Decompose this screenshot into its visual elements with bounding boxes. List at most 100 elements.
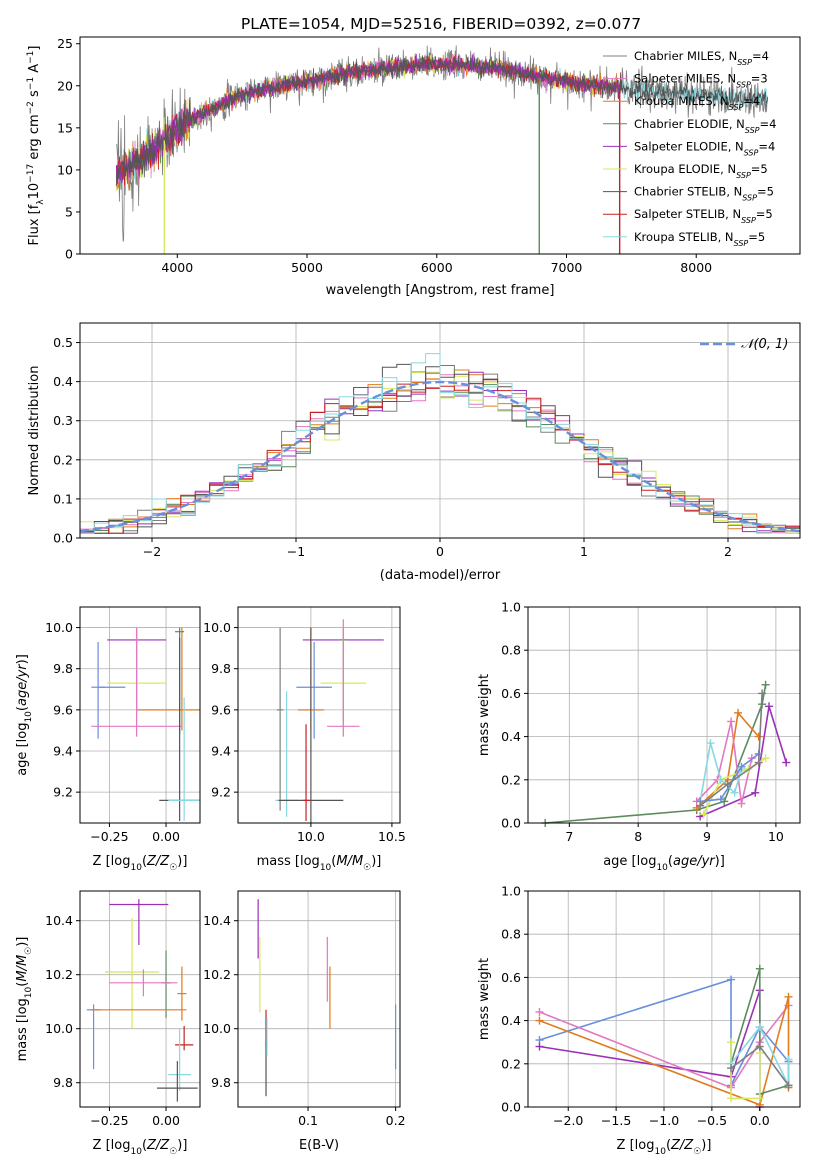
- y-tick-label: 9.8: [211, 1075, 231, 1090]
- x-tick-label: 5000: [291, 260, 323, 275]
- x-tick-label: 10: [768, 829, 784, 844]
- mass-weight-line: [699, 693, 763, 807]
- mass-weight-line: [539, 990, 761, 1107]
- plot-frame: [527, 606, 801, 824]
- frame-age-vs-mass: 10.0 10.5 9.2 9.4 9.6 9.8 10.0: [203, 606, 406, 844]
- x-tick-label: 4000: [161, 260, 193, 275]
- y-tick-label: 9.2: [53, 785, 73, 800]
- y-tick-label: 5: [65, 204, 73, 219]
- mass-weight-line: [539, 996, 790, 1106]
- y-axis-label: Flux [fλ10−17 erg cm−2 s−1 A−1]: [26, 46, 46, 246]
- y-tick-label: 10: [57, 162, 73, 177]
- legend-label: 𝒩(0, 1): [741, 337, 788, 352]
- y-tick-label: 9.6: [211, 702, 231, 717]
- lines-massweight-vs-age: [541, 680, 791, 827]
- x-tick-label: −2.0: [553, 1113, 583, 1128]
- axes-mass-vs-EBV: [238, 891, 400, 1107]
- y-tick-label: 9.8: [211, 661, 231, 676]
- spectrum-series-line: [115, 55, 768, 186]
- frame-massweight-vs-Z: −2.0 −1.5 −1.0 −0.5 0.0 0.0 0.2 0.4 0.6 0.8 1.0: [501, 884, 801, 1128]
- x-axis-label: Z [log10(Z/Z☉)]: [617, 1138, 712, 1157]
- y-tick-label: 9.6: [53, 702, 73, 717]
- x-tick-label: 0: [436, 544, 444, 559]
- plot-frame: [237, 890, 401, 1108]
- x-tick-label: −1.5: [601, 1113, 631, 1128]
- y-tick-label: 10.2: [45, 967, 73, 982]
- x-axis-label: mass [log10(M/M☉)]: [257, 854, 382, 873]
- y-tick-label: 1.0: [501, 600, 521, 615]
- legend-label: Chabrier STELIB, NSSP=5: [634, 185, 774, 203]
- y-tick-label: 0.4: [501, 729, 521, 744]
- y-tick-label: 0.2: [53, 452, 73, 467]
- y-axis-label: mass weight: [477, 674, 492, 756]
- x-tick-label: 0.2: [386, 1113, 406, 1128]
- x-tick-label: −0.25: [90, 1113, 128, 1128]
- errorbars-mass-vs-Z: [86, 899, 198, 1102]
- histogram-step: [80, 353, 800, 534]
- x-tick-label: 0.1: [298, 1113, 318, 1128]
- spectrum-lines: [115, 45, 768, 254]
- y-tick-label: 0.5: [53, 335, 73, 350]
- x-tick-label: 1: [580, 544, 588, 559]
- legend-label: Kroupa MILES, NSSP=4: [634, 94, 760, 112]
- x-tick-label: −1.0: [649, 1113, 679, 1128]
- y-tick-label: 0.8: [501, 643, 521, 658]
- errorbars-age-vs-Z: [91, 627, 200, 821]
- y-tick-label: 0.3: [53, 413, 73, 428]
- y-tick-label: 10.0: [203, 1021, 231, 1036]
- x-tick-label: 10.5: [378, 829, 406, 844]
- x-tick-label: 0.00: [152, 829, 180, 844]
- y-tick-label: 9.4: [211, 744, 231, 759]
- y-axis-label: Normed distribution: [27, 366, 42, 496]
- histograms: [80, 353, 800, 534]
- frame-mass-vs-EBV: 0.1 0.2 9.8 10.0 10.2 10.4: [203, 890, 406, 1128]
- frame-spectrum: 4000 5000 6000 7000 8000 0 5 10 15 20 25: [57, 36, 801, 275]
- frame-age-vs-Z: −0.25 0.00 9.2 9.4 9.6 9.8 10.0: [45, 606, 201, 844]
- axes-massweight-vs-age: [528, 606, 800, 824]
- y-tick-label: 0.2: [501, 1056, 521, 1071]
- x-tick-label: 9: [703, 829, 711, 844]
- legend-label: Salpeter MILES, NSSP=3: [634, 72, 768, 90]
- plot-frame: [79, 890, 201, 1108]
- mass-weight-line: [700, 753, 760, 803]
- normal-curve: [80, 380, 800, 533]
- y-tick-label: 0.0: [501, 1100, 521, 1115]
- frame-mass-vs-Z: −0.25 0.00 9.8 10.0 10.2 10.4: [45, 890, 201, 1128]
- y-tick-label: 9.8: [53, 661, 73, 676]
- y-tick-label: 1.0: [501, 884, 521, 899]
- y-tick-label: 0.0: [501, 816, 521, 831]
- mass-weight-line: [699, 706, 787, 818]
- mass-weight-line: [696, 710, 760, 809]
- y-tick-label: 9.4: [53, 744, 73, 759]
- x-tick-label: −1: [287, 544, 305, 559]
- x-axis-label: (data-model)/error: [380, 568, 501, 583]
- legend: Chabrier MILES, NSSP=4 Salpeter MILES, NS…: [603, 49, 776, 247]
- lines-massweight-vs-Z: [535, 964, 793, 1111]
- y-axis-label: mass [log10(M/M☉)]: [15, 937, 34, 1062]
- y-tick-label: 0.0: [53, 531, 73, 546]
- legend-label: Salpeter ELODIE, NSSP=4: [634, 139, 775, 157]
- x-tick-label: 0.00: [152, 1113, 180, 1128]
- y-axis-label: age [log10(age/yr)]: [15, 654, 34, 776]
- y-tick-label: 20: [57, 78, 73, 93]
- x-tick-label: 8: [634, 829, 642, 844]
- x-tick-label: 10.0: [297, 829, 325, 844]
- legend-label: Kroupa ELODIE, NSSP=5: [634, 162, 768, 180]
- plot-frame: [79, 36, 801, 255]
- mass-weight-line: [539, 1005, 790, 1089]
- legend-label: Salpeter STELIB, NSSP=5: [634, 207, 773, 225]
- frame-residuals: −2 −1 0 1 2 0.0 0.1 0.2 0.3 0.4 0.5: [53, 322, 801, 559]
- x-axis-label: E(B-V): [299, 1138, 339, 1153]
- x-axis-label: age [log10(age/yr)]: [603, 854, 725, 873]
- y-tick-label: 10.4: [45, 913, 73, 928]
- y-tick-label: 15: [57, 120, 73, 135]
- x-tick-label: 7000: [551, 260, 583, 275]
- x-tick-label: 6000: [421, 260, 453, 275]
- y-tick-label: 0.4: [53, 374, 73, 389]
- y-tick-label: 10.0: [45, 1021, 73, 1036]
- x-tick-label: 7: [565, 829, 573, 844]
- frame-massweight-vs-age: 7 8 9 10 0.0 0.2 0.4 0.6 0.8 1.0: [501, 600, 801, 844]
- y-tick-label: 0.1: [53, 491, 73, 506]
- y-tick-label: 0.2: [501, 772, 521, 787]
